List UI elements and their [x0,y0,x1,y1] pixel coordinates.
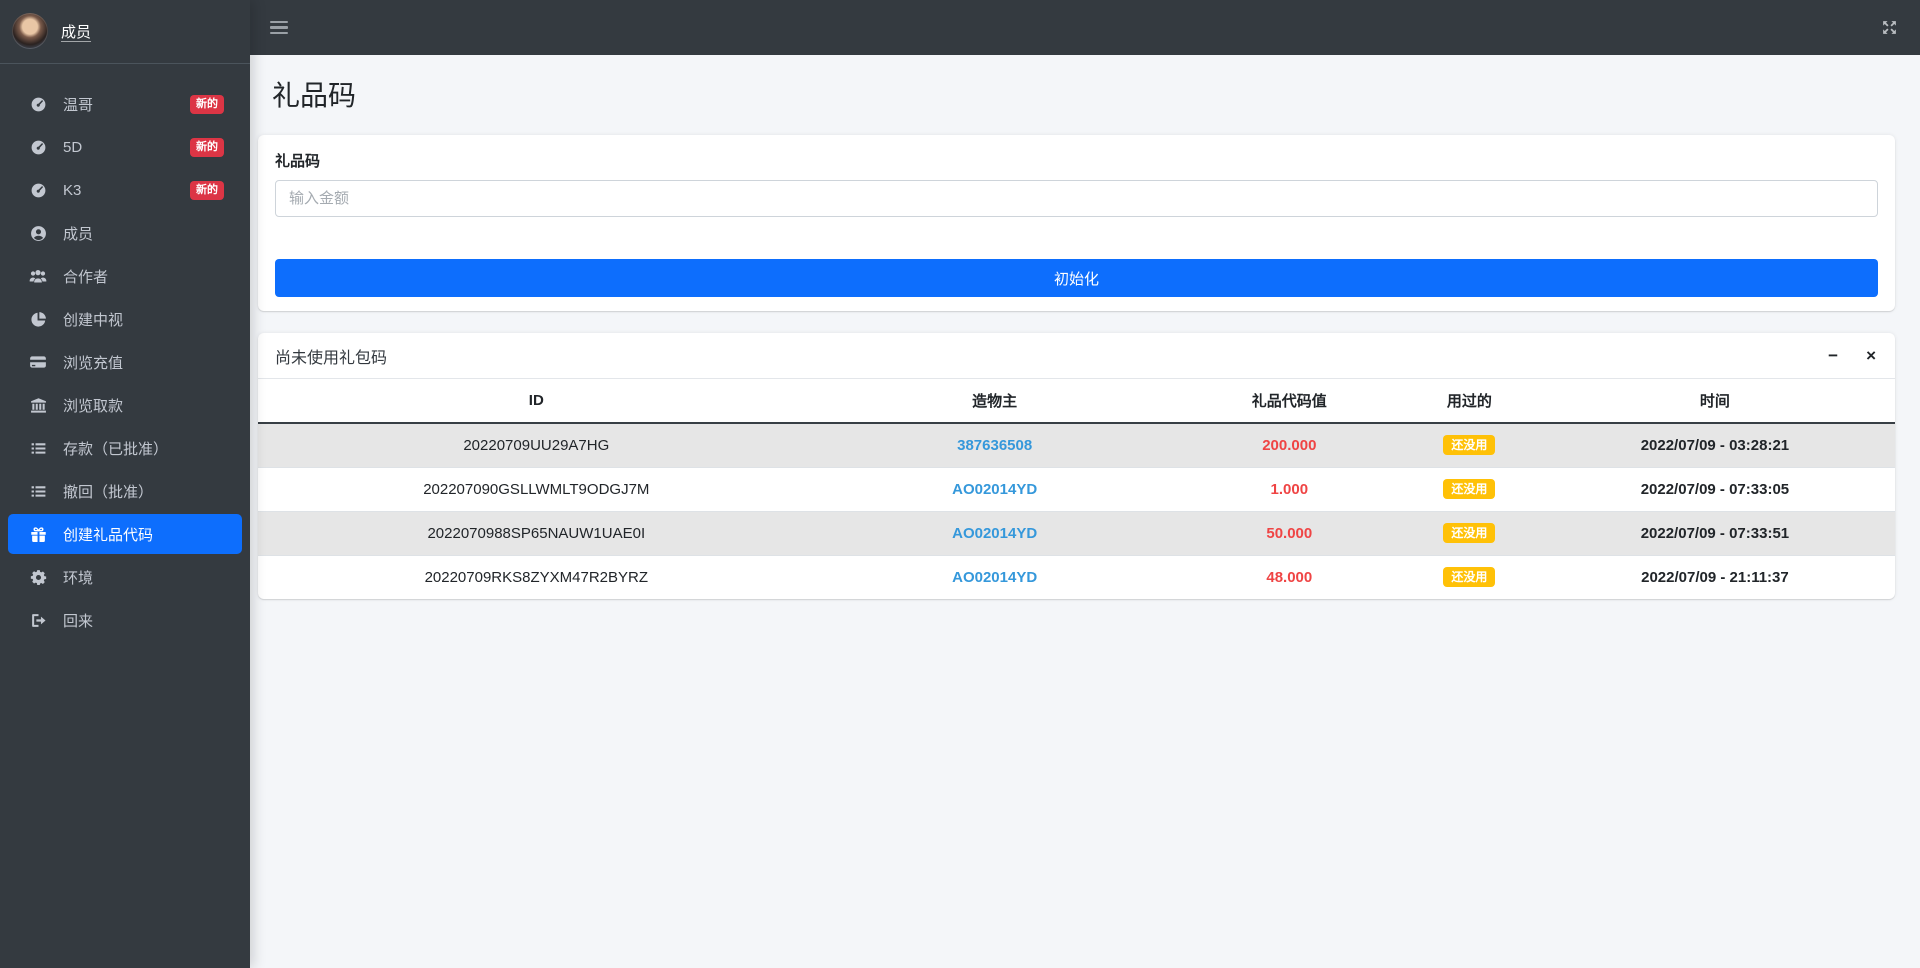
unused-status-badge: 还没用 [1443,435,1496,456]
sidebar-item-label: 5D [63,138,83,156]
cell-used: 还没用 [1403,554,1535,599]
cell-time: 2022/07/09 - 07:33:05 [1534,466,1895,511]
sidebar-item-4[interactable]: 成员 [8,213,242,253]
table-body: 20220709UU29A7HG 387636508 200.000 还没用 2022/… [258,422,1895,599]
initialize-button[interactable]: 初始化 [275,259,1878,297]
sidebar-item-label: 浏览取款 [63,397,124,415]
unused-status-badge: 还没用 [1443,567,1496,588]
sidebar-item-2[interactable]: 5D 新的 [8,127,242,167]
user-name[interactable]: 成员 [61,23,92,41]
cell-used: 还没用 [1403,422,1535,467]
table-row: 20220709UU29A7HG 387636508 200.000 还没用 2022/… [258,422,1895,467]
cell-time: 2022/07/09 - 07:33:51 [1534,510,1895,555]
amount-label: 礼品码 [275,153,321,170]
tachometer-icon [28,182,48,199]
table-row: 2022070988SP65NAUW1UAE0I AO02014YD 50.000 还… [258,510,1895,555]
sidebar-item-label: K3 [63,181,82,199]
sidebar-item-9[interactable]: 存款（已批准） [8,428,242,468]
gift-codes-table: ID 造物主 礼品代码值 用过的 时间 20220709UU29A7HG 38763650… [258,379,1895,599]
cell-value: 1.000 [1174,466,1404,511]
card-title: 尚未使用礼包码 [275,349,388,367]
sidebar-item-8[interactable]: 浏览取款 [8,385,242,425]
hamburger-menu-icon[interactable] [270,20,288,35]
column-header: 造物主 [814,379,1175,424]
tachometer-icon [28,139,48,156]
user-circle-icon [28,225,48,242]
sidebar-item-label: 合作者 [63,268,109,286]
main-content: 礼品码 礼品码 初始化 尚未使用礼包码 − × ID造物主礼品代码值用过的时间 … [250,55,1920,968]
column-header: 用过的 [1403,379,1535,424]
sidebar-item-label: 环境 [63,569,94,587]
sidebar-item-6[interactable]: 创建中视 [8,299,242,339]
cell-value: 50.000 [1174,510,1404,555]
fullscreen-expand-icon[interactable] [1881,19,1898,36]
cell-creator[interactable]: AO02014YD [814,466,1175,511]
sidebar-item-label: 温哥 [63,96,94,114]
sidebar-item-label: 成员 [63,225,94,243]
list-icon [28,483,48,500]
unused-status-badge: 还没用 [1443,523,1496,543]
cell-value: 200.000 [1174,422,1404,467]
new-badge: 新的 [190,94,224,114]
table-row: 202207090GSLLWMLT9ODGJ7M AO02014YD 1.000 还没… [258,466,1895,511]
column-header: ID [258,379,815,424]
new-badge: 新的 [190,180,224,200]
sidebar-item-10[interactable]: 撤回（批准） [8,471,242,511]
tachometer-icon [28,96,48,113]
cell-used: 还没用 [1403,510,1535,555]
page-title: 礼品码 [272,80,357,111]
close-icon[interactable]: × [1866,346,1876,365]
card-header: 尚未使用礼包码 − × [258,333,1895,379]
cell-creator[interactable]: AO02014YD [814,510,1175,555]
sidebar: 成员 温哥 新的 5D 新的 K3 新的 成员 合作者 创建中视 浏览充值 浏览取款 存款（已批准）撤… [0,0,250,968]
sidebar-item-label: 回来 [63,612,94,630]
sidebar-item-7[interactable]: 浏览充值 [8,342,242,382]
unused-codes-card: 尚未使用礼包码 − × ID 造物主 礼品代码值 用过的 时间 20220709UU29… [258,333,1895,599]
list-icon [28,440,48,457]
cell-used: 还没用 [1403,466,1535,511]
credit-card-icon [28,353,48,371]
new-badge: 新的 [190,137,224,157]
sidebar-item-1[interactable]: 温哥 新的 [8,84,242,124]
column-header: 时间 [1534,379,1895,424]
cell-time: 2022/07/09 - 03:28:21 [1534,422,1895,467]
card-tools: − × [1828,347,1876,364]
sidebar-item-5[interactable]: 合作者 [8,256,242,296]
table-row: 20220709RKS8ZYXM47R2BYRZ AO02014YD 48.000 还… [258,554,1895,599]
sidebar-item-3[interactable]: K3 新的 [8,170,242,210]
sidebar-item-label: 浏览充值 [63,354,124,372]
cell-value: 48.000 [1174,554,1404,599]
user-avatar[interactable] [12,13,48,49]
sidebar-item-12[interactable]: 环境 [8,557,242,597]
cell-id: 2022070988SP65NAUW1UAE0I [258,510,815,555]
cell-id: 202207090GSLLWMLT9ODGJ7M [258,466,815,511]
sign-out-icon [28,612,48,629]
cell-id: 20220709RKS8ZYXM47R2BYRZ [258,554,815,599]
sidebar-item-label: 创建中视 [63,311,124,329]
sidebar-nav: 温哥 新的 5D 新的 K3 新的 成员 合作者 创建中视 浏览充值 浏览取款 存款（已批准） 撤回（批… [0,84,250,640]
sidebar-item-label: 撤回（批准） [63,483,154,501]
sidebar-item-13[interactable]: 回来 [8,600,242,640]
gear-icon [28,569,48,586]
topbar [250,0,1920,55]
collapse-icon[interactable]: − [1828,346,1839,365]
table-header-row: ID 造物主 礼品代码值 用过的 时间 [258,379,1895,424]
cell-time: 2022/07/09 - 21:11:37 [1534,554,1895,599]
cell-id: 20220709UU29A7HG [258,422,815,467]
user-panel: 成员 [0,0,250,64]
sidebar-item-11[interactable]: 创建礼品代码 [8,514,242,554]
gift-code-form-card: 礼品码 初始化 [258,135,1895,311]
unused-status-badge: 还没用 [1443,479,1496,499]
amount-input[interactable] [275,180,1878,217]
chart-pie-icon [28,311,48,328]
gift-icon [28,526,48,543]
users-icon [28,267,48,285]
sidebar-item-label: 存款（已批准） [63,440,169,458]
sidebar-item-label: 创建礼品代码 [63,526,154,544]
cell-creator[interactable]: 387636508 [814,422,1175,467]
column-header: 礼品代码值 [1174,379,1404,424]
bank-icon [28,397,48,414]
cell-creator[interactable]: AO02014YD [814,554,1175,599]
